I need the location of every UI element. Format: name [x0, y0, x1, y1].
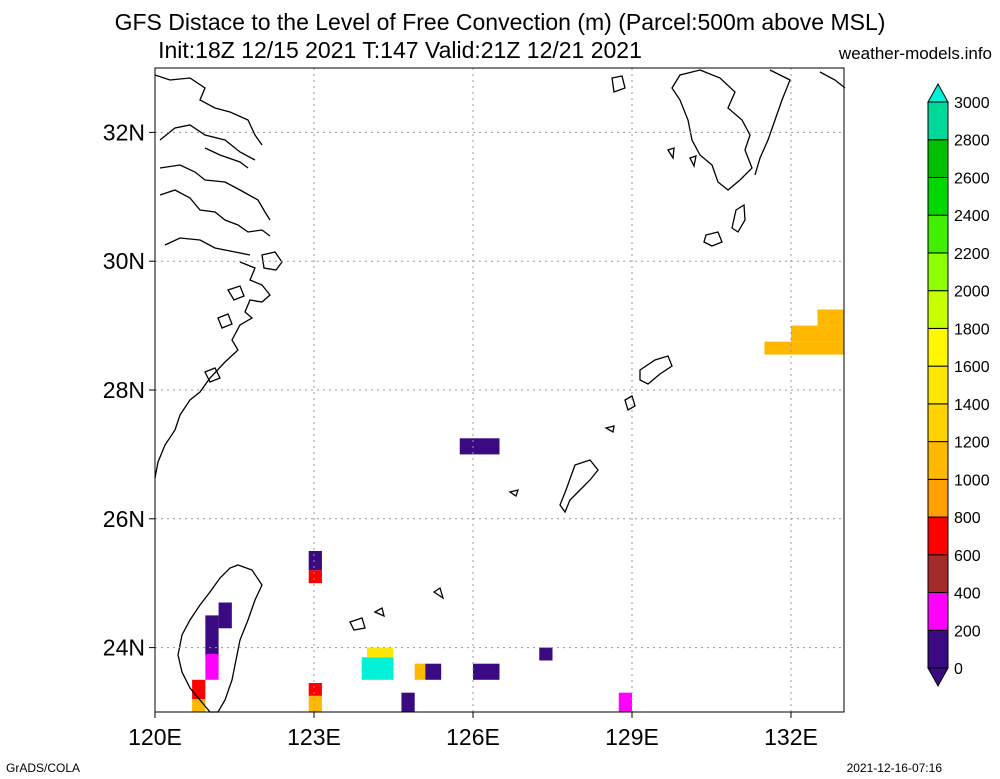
field-cell-7 — [361, 657, 394, 680]
lat-tick-label: 24N — [103, 635, 145, 661]
coastline-china-north — [154, 74, 263, 146]
colorbar-label: 1200 — [954, 435, 990, 452]
colorbar-segment — [927, 176, 949, 216]
axis-label-layer: 120E 123E 126E 129E 132E 24N 26N 28N 30N 32N — [103, 119, 818, 750]
colorbar-segment — [927, 139, 949, 178]
field-cell-20 — [817, 309, 844, 326]
island-small-7 — [667, 147, 697, 168]
island-small-2 — [604, 425, 615, 434]
colorbar-segment — [927, 516, 949, 556]
colorbar-label: 2400 — [954, 208, 990, 225]
colorbar-label: 200 — [954, 623, 981, 640]
field-cell-1 — [308, 570, 322, 584]
field-cell-16 — [401, 692, 415, 712]
colorbar-segment — [927, 365, 949, 405]
colorbar-segment — [927, 290, 949, 329]
field-cell-5 — [192, 679, 206, 700]
lat-tick-label: 32N — [103, 119, 145, 145]
field-cell-12 — [539, 647, 553, 661]
colorbar-label: 1600 — [954, 359, 990, 376]
colorbar-segment — [927, 252, 949, 292]
island-amami — [639, 355, 673, 385]
field-cell-15 — [308, 695, 322, 712]
colorbar-label: 1800 — [954, 321, 990, 338]
field-cell-17 — [618, 692, 632, 712]
colorbar-label: 0 — [954, 661, 963, 678]
lon-tick-label: 132E — [764, 724, 818, 750]
island-yakushima — [703, 231, 723, 247]
colorbar-label: 600 — [954, 548, 981, 565]
yangtze-estuary — [159, 124, 271, 221]
island-small-6 — [611, 75, 626, 93]
colorbar-label: 1400 — [954, 397, 990, 414]
field-cell-2 — [218, 602, 232, 629]
coastline-china-islands — [204, 251, 283, 383]
colorbar-label: 2000 — [954, 284, 990, 301]
colorbar-segment — [927, 554, 949, 594]
colorbar-segment — [927, 592, 949, 631]
field-cell-18 — [764, 341, 844, 355]
field-cell-10 — [425, 663, 442, 680]
grid-layer — [155, 68, 844, 712]
island-small-1 — [624, 395, 636, 411]
field-cell-3 — [205, 615, 219, 658]
colorbar-segment — [927, 478, 949, 518]
colorbar-over-arrow — [927, 82, 949, 103]
colorbar-label: 2800 — [954, 133, 990, 150]
field-cell-0 — [308, 551, 322, 571]
colorbar-label: 2200 — [954, 246, 990, 263]
colorbar-segment — [927, 214, 949, 254]
field-cell-8 — [367, 647, 394, 658]
chart-title: GFS Distace to the Level of Free Convect… — [114, 9, 886, 35]
colorbar-label: 2600 — [954, 170, 990, 187]
lon-tick-label: 126E — [446, 724, 500, 750]
lat-tick-label: 28N — [103, 377, 145, 403]
lon-tick-label: 129E — [605, 724, 659, 750]
chart-subtitle: Init:18Z 12/15 2021 T:147 Valid:21Z 12/2… — [158, 37, 642, 63]
lat-tick-label: 30N — [103, 248, 145, 274]
colorbar-label: 3000 — [954, 95, 990, 112]
field-cell-13 — [459, 438, 500, 455]
hangzhou-bay — [159, 189, 271, 256]
island-small-5 — [432, 586, 445, 600]
field-cell-19 — [791, 325, 844, 342]
field-cell-6 — [192, 699, 206, 712]
software-credit: GrADS/COLA — [6, 761, 81, 775]
colorbar-segment — [927, 403, 949, 443]
field-cell-9 — [414, 663, 426, 680]
taiwan-island — [177, 564, 263, 713]
island-small-3 — [508, 489, 519, 498]
island-okinawa — [559, 459, 599, 514]
coastline-layer — [154, 69, 846, 713]
colorbar-segment — [927, 101, 949, 141]
colorbar: 0 200 400 600 800 1000 1200 1400 1600 1800 2000 220… — [927, 82, 990, 688]
field-cell-4 — [205, 654, 219, 680]
lon-tick-label: 123E — [287, 724, 341, 750]
kyushu-island — [671, 69, 753, 191]
colorbar-segment — [927, 327, 949, 367]
field-layer — [192, 309, 844, 712]
island-tanegashima — [731, 203, 746, 233]
tick-layer — [149, 131, 792, 718]
colorbar-segment — [927, 629, 949, 669]
lat-tick-label: 26N — [103, 506, 145, 532]
island-miyako — [349, 617, 366, 631]
field-cell-11 — [473, 663, 500, 680]
site-credit: weather-models.info — [838, 44, 992, 63]
island-small-4 — [373, 607, 385, 618]
coastline-china-zhejiang — [154, 261, 271, 479]
render-timestamp: 2021-12-16-07:16 — [846, 761, 942, 775]
colorbar-segment — [927, 441, 949, 480]
shikoku-coast — [754, 69, 791, 176]
colorbar-label: 800 — [954, 510, 981, 527]
field-cell-14 — [308, 683, 322, 696]
colorbar-label: 1000 — [954, 472, 990, 489]
lon-tick-label: 120E — [128, 724, 182, 750]
island-small-8 — [819, 71, 846, 89]
colorbar-label: 400 — [954, 586, 981, 603]
colorbar-under-arrow — [927, 667, 949, 688]
